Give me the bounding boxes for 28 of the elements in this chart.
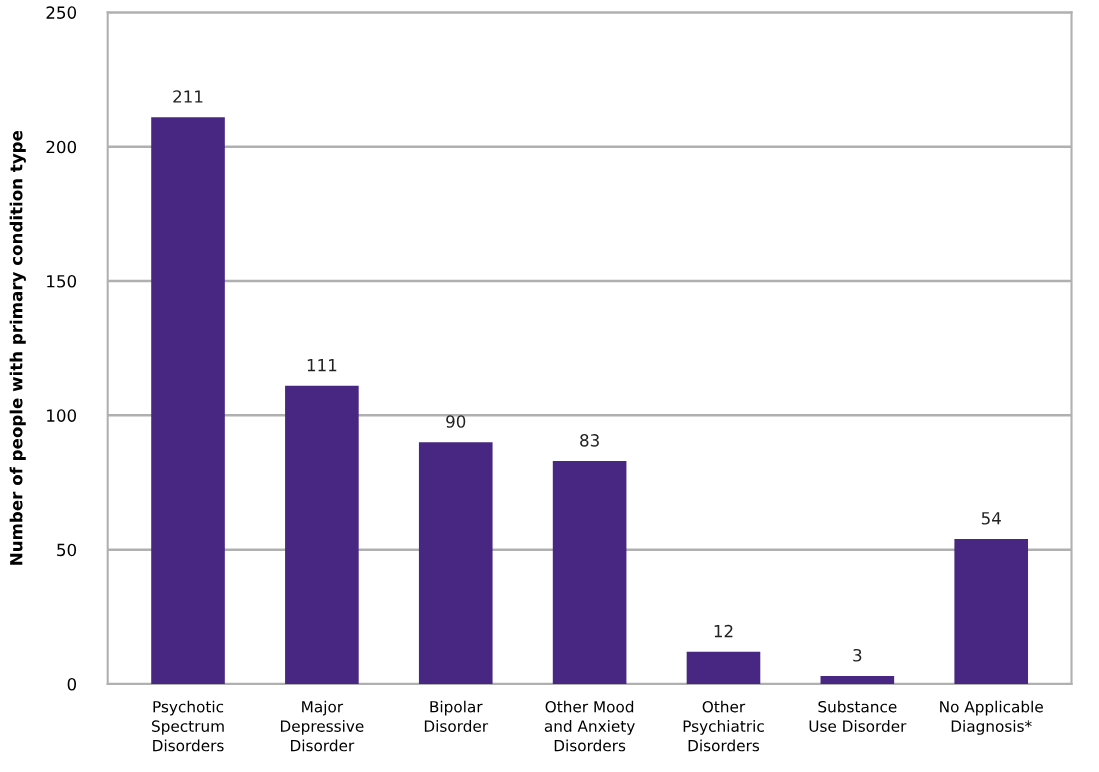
y-tick-label: 100 <box>47 409 77 422</box>
x-tick-label: Other Mood and Anxiety Disorders <box>544 700 635 752</box>
y-tick-label: 50 <box>57 543 77 557</box>
data-label: 12 <box>714 624 733 638</box>
bar <box>954 538 1029 684</box>
y-axis-title: Number of people with primary condition type <box>9 130 26 565</box>
x-tick-label: Other Psychiatric Disorders <box>683 700 764 752</box>
data-label: 54 <box>981 512 1001 525</box>
x-tick-label: Bipolar Disorder <box>424 700 489 732</box>
x-tick-label: No Applicable Diagnosis* <box>940 700 1043 735</box>
x-tick-label: Major Depressive Disorder <box>280 700 364 752</box>
bar <box>151 117 225 684</box>
bar <box>820 675 895 684</box>
x-tick-label: Psychotic Spectrum Disorders <box>152 700 224 752</box>
data-label: 83 <box>580 434 599 447</box>
bar <box>686 651 761 684</box>
bar <box>418 442 493 684</box>
y-tick-label: 150 <box>47 274 77 288</box>
bar <box>285 385 359 684</box>
y-tick-label: 200 <box>46 140 77 154</box>
data-label: 90 <box>446 415 466 428</box>
data-label: 111 <box>307 359 337 372</box>
y-tick-label: 250 <box>46 6 77 19</box>
data-label: 3 <box>853 648 862 662</box>
bar <box>552 461 627 684</box>
data-label: 211 <box>173 90 203 103</box>
y-tick-label: 0 <box>67 677 77 691</box>
x-tick-label: Substance Use Disorder <box>809 700 907 732</box>
